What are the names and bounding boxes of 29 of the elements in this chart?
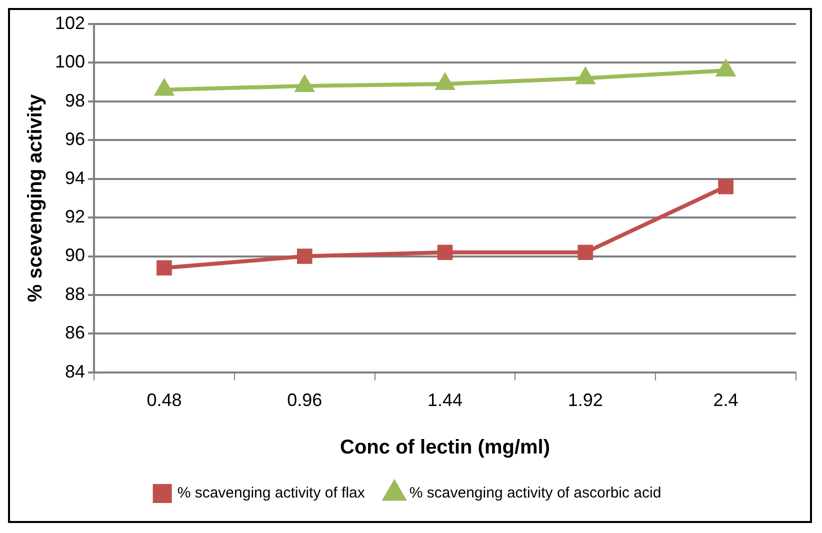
x-tick-label: 2.4	[713, 390, 738, 410]
y-tick-label: 92	[65, 206, 86, 227]
y-tick-label: 94	[65, 168, 86, 188]
point	[437, 244, 453, 260]
point	[296, 76, 314, 92]
y-tick-label: 90	[65, 245, 86, 266]
point	[718, 178, 734, 194]
x-tick-label: 1.44	[427, 390, 463, 410]
point	[576, 68, 594, 84]
point	[716, 60, 735, 76]
point	[155, 80, 174, 96]
y-axis-title: % scevenging activity	[24, 93, 47, 302]
x-tick-label: 0.48	[146, 390, 182, 410]
y-tick-label: 86	[65, 322, 86, 343]
y-tick-label: 88	[65, 284, 86, 304]
legend-label: % scavenging activity of ascorbic acid	[409, 484, 662, 502]
y-tick-label: 96	[65, 129, 86, 150]
point	[296, 248, 312, 264]
x-tick-label: 0.96	[287, 390, 322, 410]
y-tick-label: 100	[54, 52, 86, 72]
legend-label: % scavenging activity of flax	[177, 484, 366, 502]
x-axis-title: Conc of lectin (mg/ml)	[340, 436, 550, 459]
x-tick-label: 1.92	[568, 390, 603, 410]
point	[578, 244, 594, 260]
point	[156, 260, 172, 276]
point	[436, 74, 454, 90]
y-tick-label: 98	[65, 90, 86, 110]
y-tick-label: 102	[54, 12, 86, 33]
y-tick-label: 84	[65, 361, 86, 382]
